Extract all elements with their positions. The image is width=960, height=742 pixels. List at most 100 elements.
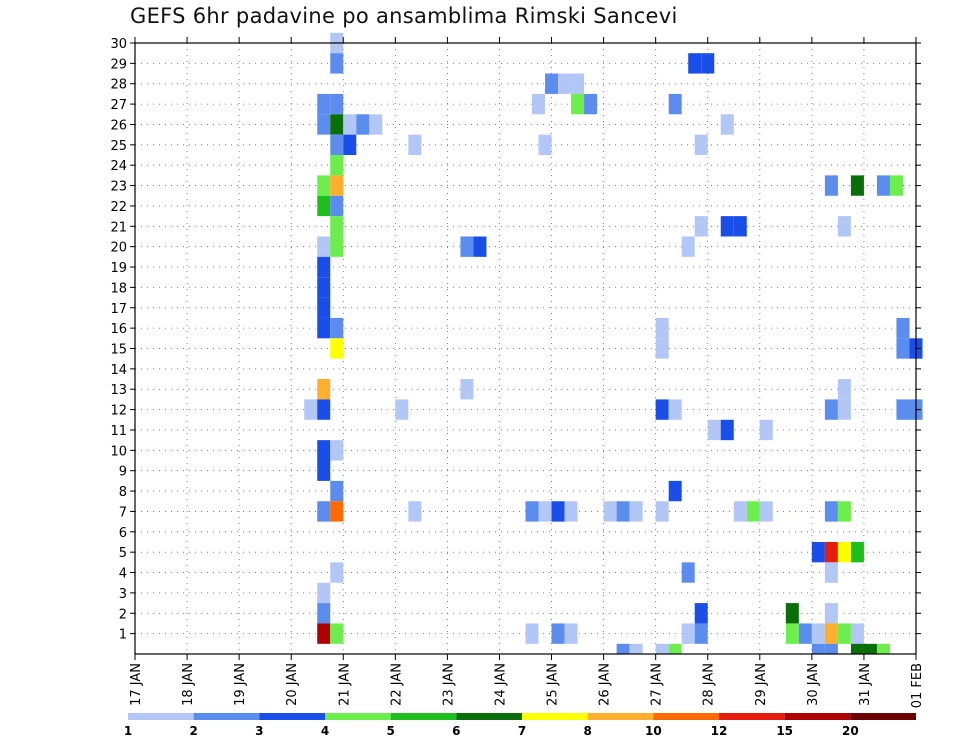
heatmap-cell	[317, 399, 331, 420]
heatmap-cell	[330, 155, 344, 176]
legend-label: 5	[386, 724, 394, 738]
y-tick-label: 10	[110, 444, 127, 459]
x-tick-label: 29 JAN	[754, 663, 769, 706]
heatmap-cell	[545, 73, 559, 94]
heatmap-cell	[330, 195, 344, 217]
heatmap-cell	[330, 134, 344, 156]
heatmap-cell	[694, 623, 708, 644]
heatmap-cell	[668, 643, 682, 654]
legend-swatch	[653, 713, 719, 720]
heatmap-cell	[408, 501, 422, 522]
heatmap-cell	[532, 93, 546, 115]
heatmap-cell	[688, 53, 702, 74]
y-tick-label: 25	[110, 139, 127, 154]
heatmap-cell	[304, 399, 318, 420]
heatmap-cell	[343, 114, 357, 135]
heatmap-cell	[824, 541, 838, 563]
heatmap-cell	[330, 93, 344, 115]
heatmap-cell	[694, 603, 708, 624]
heatmap-cell	[824, 562, 838, 583]
heatmap-cell	[655, 338, 669, 359]
heatmap-cell	[317, 277, 331, 298]
legend-label: 1	[124, 724, 132, 738]
x-tick-label: 21 JAN	[337, 663, 352, 706]
heatmap-cell	[681, 562, 695, 583]
heatmap-cell	[837, 501, 851, 522]
heatmap-cell	[616, 501, 630, 522]
legend-swatch	[390, 713, 457, 720]
x-tick-label: 20 JAN	[285, 663, 300, 706]
heatmap-cell	[473, 236, 487, 257]
y-tick-label: 30	[110, 37, 127, 52]
y-tick-label: 28	[110, 78, 127, 93]
y-tick-label: 19	[110, 261, 127, 276]
y-tick-label: 7	[119, 505, 127, 520]
heatmap-cell	[733, 501, 747, 522]
heatmap-cell	[343, 134, 357, 156]
legend-label: 20	[842, 724, 859, 738]
y-tick-label: 27	[110, 98, 127, 113]
y-tick-label: 9	[119, 465, 127, 480]
y-tick-label: 5	[119, 546, 127, 561]
y-tick-label: 2	[119, 607, 127, 622]
heatmap-cell	[655, 643, 669, 654]
heatmap-cell	[876, 175, 890, 196]
heatmap-cell	[584, 93, 598, 115]
heatmap-cell	[538, 134, 552, 156]
heatmap-cell	[681, 623, 695, 644]
heatmap-cell	[720, 114, 734, 135]
heatmap-cell	[317, 256, 331, 278]
y-tick-label: 6	[119, 526, 127, 541]
x-tick-label: 24 JAN	[493, 663, 508, 706]
heatmap-cell	[824, 603, 838, 624]
legend-swatch	[259, 713, 325, 720]
x-tick-label: 31 JAN	[858, 663, 873, 706]
heatmap-cell	[330, 114, 344, 135]
x-tick-label: 26 JAN	[598, 663, 613, 706]
heatmap-cell	[701, 53, 715, 74]
heatmap-cell	[896, 399, 910, 420]
heatmap-cell	[330, 338, 344, 359]
heatmap-cell	[317, 297, 331, 318]
heatmap-cell	[395, 399, 409, 420]
heatmap-cell	[330, 480, 344, 502]
heatmap-cell	[655, 501, 669, 522]
heatmap-cell	[707, 419, 721, 441]
heatmap-cell	[863, 643, 877, 654]
heatmap-cell	[330, 175, 344, 196]
y-tick-label: 12	[110, 404, 127, 419]
heatmap-cell	[850, 175, 864, 196]
heatmap-cell	[876, 643, 890, 654]
heatmap-cell	[759, 419, 773, 441]
heatmap-cell	[733, 216, 747, 237]
heatmap-cell	[811, 643, 825, 654]
heatmap-cell	[330, 53, 344, 74]
heatmap-cell	[317, 379, 331, 400]
heatmap-cell	[603, 501, 617, 522]
heatmap-cell	[824, 399, 838, 420]
y-tick-label: 18	[110, 281, 127, 296]
y-tick-label: 1	[119, 628, 127, 643]
heatmap-cell	[798, 623, 812, 644]
heatmap-cell	[538, 501, 552, 522]
legend-swatch	[456, 713, 522, 720]
legend-label: 10	[645, 724, 662, 738]
heatmap-cell	[694, 216, 708, 237]
heatmap-cell	[759, 501, 773, 522]
heatmap-cell	[460, 379, 474, 400]
legend-swatch	[784, 713, 851, 720]
heatmap-cell	[551, 623, 565, 644]
y-tick-label: 23	[110, 180, 127, 195]
heatmap-cell	[317, 114, 331, 135]
x-tick-label: 25 JAN	[546, 663, 561, 706]
chart-title: GEFS 6hr padavine po ansamblima Rimski S…	[130, 4, 678, 28]
heatmap-cell	[558, 73, 572, 94]
heatmap-cell	[837, 623, 851, 644]
y-tick-label: 13	[110, 383, 127, 398]
y-tick-label: 29	[110, 57, 127, 72]
heatmap-cell	[317, 195, 331, 217]
legend-swatch	[719, 713, 785, 720]
heatmap-cell	[571, 93, 585, 115]
y-tick-label: 21	[110, 220, 127, 235]
heatmap-cell	[369, 114, 383, 135]
